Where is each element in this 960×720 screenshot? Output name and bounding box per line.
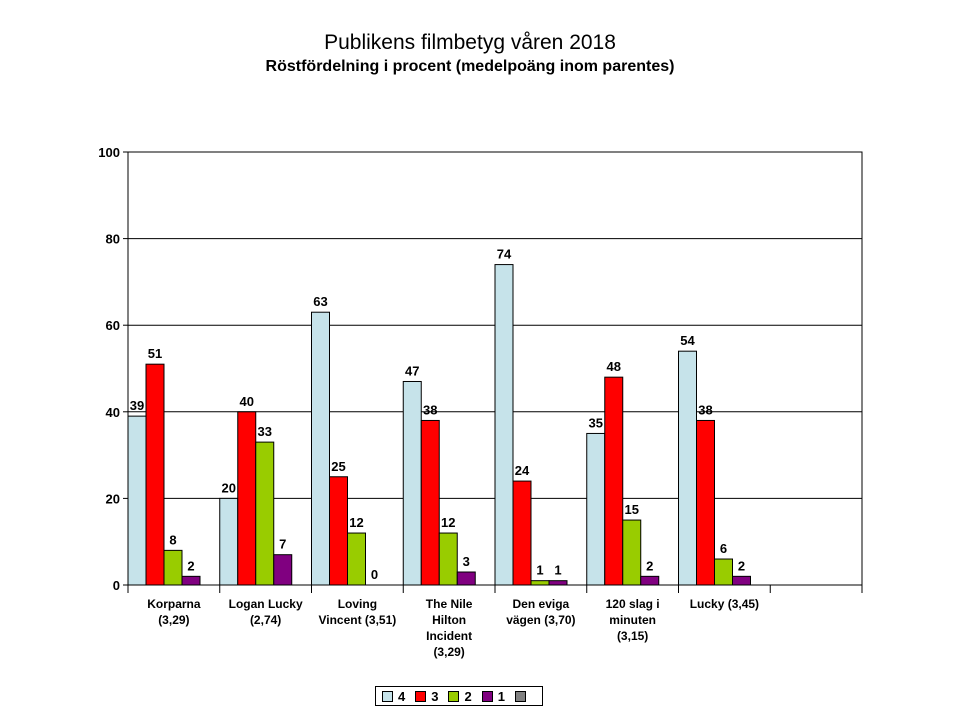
chart-title: Publikens filmbetyg våren 2018	[324, 31, 616, 54]
category-label: 120 slag i	[606, 597, 660, 611]
category-label: (2,74)	[250, 613, 281, 627]
y-tick-label: 0	[113, 578, 120, 593]
data-label: 39	[130, 398, 144, 413]
bar	[311, 311, 330, 586]
bar	[273, 554, 293, 586]
data-label: 20	[222, 480, 236, 495]
data-label: 38	[698, 402, 712, 417]
bar	[512, 480, 532, 586]
category-label: (3,29)	[158, 613, 189, 627]
bar	[548, 580, 568, 586]
bar	[219, 497, 239, 586]
data-label: 6	[720, 541, 727, 556]
bar	[255, 441, 275, 586]
data-label: 48	[607, 359, 621, 374]
category-label: Den eviga	[513, 597, 570, 611]
legend-item	[514, 690, 531, 702]
bar	[181, 575, 201, 586]
data-label: 25	[331, 459, 345, 474]
legend-label: 1	[497, 688, 505, 704]
legend-item: 4	[382, 689, 405, 704]
y-tick-label: 20	[106, 491, 120, 506]
legend-item: 1	[481, 688, 505, 704]
data-label: 38	[423, 402, 437, 417]
data-label: 7	[279, 537, 286, 552]
data-label: 47	[405, 363, 419, 378]
data-label: 15	[625, 502, 639, 517]
chart-legend: 4 3 2 1	[375, 686, 543, 706]
bar	[494, 264, 514, 586]
y-tick-label: 100	[98, 145, 120, 160]
legend-item: 2	[448, 688, 472, 704]
data-label: 2	[646, 558, 653, 573]
data-label: 12	[441, 515, 455, 530]
category-label: Hilton	[432, 613, 466, 627]
legend-swatch	[514, 690, 526, 702]
bar	[237, 411, 257, 586]
y-tick-label: 60	[106, 318, 120, 333]
category-label: The Nile	[426, 597, 473, 611]
bar	[329, 476, 348, 586]
bar	[163, 549, 183, 586]
bar	[402, 380, 422, 586]
y-tick-label: 80	[106, 232, 120, 247]
category-label: Incident	[426, 629, 472, 643]
data-label: 51	[148, 346, 162, 361]
category-label: Korparna	[147, 597, 201, 611]
bar	[622, 519, 642, 586]
data-label: 35	[589, 415, 603, 430]
category-label: Vincent (3,51)	[318, 613, 396, 627]
data-label: 0	[371, 567, 378, 582]
bar	[732, 575, 751, 586]
bar	[586, 432, 606, 586]
bar	[456, 571, 476, 586]
data-label: 1	[554, 563, 561, 578]
data-label: 2	[187, 558, 194, 573]
bar	[696, 419, 715, 586]
y-tick-label: 40	[106, 405, 120, 420]
bar	[604, 376, 624, 586]
bar	[420, 419, 440, 586]
bar	[530, 580, 550, 586]
data-label: 1	[536, 563, 543, 578]
bar	[145, 363, 165, 586]
data-label: 8	[169, 532, 176, 547]
data-label: 12	[349, 515, 363, 530]
category-label: Logan Lucky	[229, 597, 303, 611]
bar	[714, 558, 733, 586]
chart-subtitle: Röstfördelning i procent (medelpoäng ino…	[265, 58, 675, 75]
category-label: Loving	[338, 597, 377, 611]
data-label: 3	[463, 554, 470, 569]
category-label: minuten	[609, 613, 656, 627]
legend-swatch	[415, 690, 427, 702]
bar	[347, 532, 366, 586]
legend-swatch	[382, 690, 393, 702]
category-label: (3,15)	[617, 629, 648, 643]
category-label: vägen (3,70)	[506, 613, 575, 627]
legend-label: 4	[398, 688, 406, 704]
bar	[127, 415, 147, 586]
data-label: 54	[680, 333, 695, 348]
legend-swatch	[481, 690, 493, 702]
bar	[678, 350, 697, 586]
category-label: Lucky (3,45)	[690, 597, 759, 611]
data-label: 33	[258, 424, 272, 439]
data-label: 74	[497, 247, 512, 262]
legend-item: 3	[415, 689, 438, 704]
legend-label: 2	[464, 688, 472, 704]
bar	[438, 532, 458, 586]
category-label: (3,29)	[433, 645, 464, 659]
data-label: 24	[515, 463, 530, 478]
data-label: 40	[240, 394, 254, 409]
legend-swatch	[448, 690, 460, 702]
data-label: 63	[313, 294, 327, 309]
data-label: 2	[738, 558, 745, 573]
legend-label: 3	[431, 688, 439, 704]
bar	[640, 575, 660, 586]
